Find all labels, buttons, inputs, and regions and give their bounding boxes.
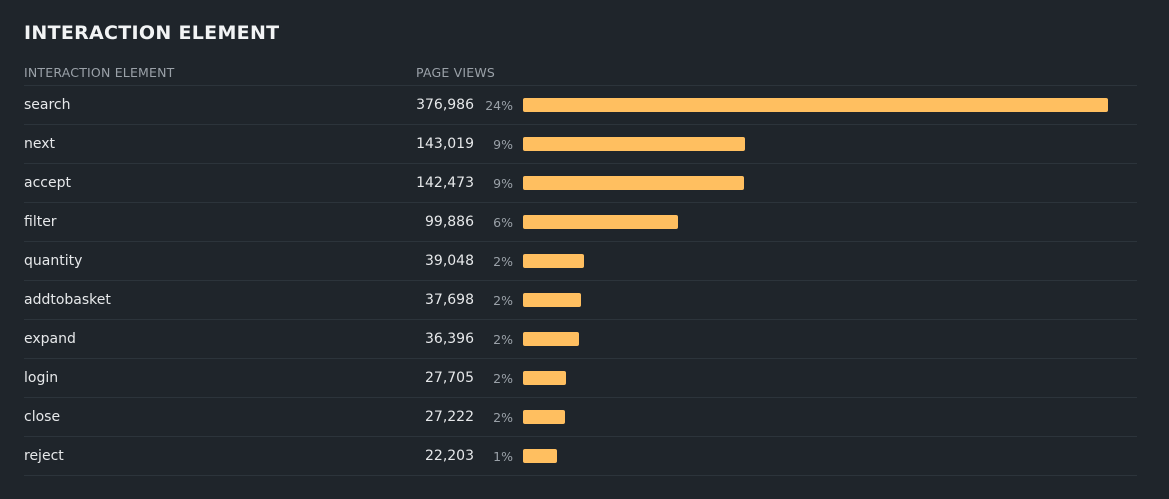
column-header-element: INTERACTION ELEMENT: [24, 65, 175, 80]
row-value: 376,986: [416, 97, 474, 113]
row-label: quantity: [24, 253, 83, 269]
bar: [523, 98, 1108, 112]
table-row: accept 142,473 9%: [24, 164, 1137, 203]
row-label: filter: [24, 214, 57, 230]
row-percent: 2%: [493, 293, 513, 308]
row-percent: 9%: [493, 176, 513, 191]
table-row: close 27,222 2%: [24, 398, 1137, 437]
bar: [523, 332, 580, 346]
row-value: 36,396: [425, 331, 474, 347]
table-row: addtobasket 37,698 2%: [24, 281, 1137, 320]
bar: [523, 449, 558, 463]
table-row: next 143,019 9%: [24, 125, 1137, 164]
bar: [523, 293, 582, 307]
table-row: search 376,986 24%: [24, 86, 1137, 125]
row-percent: 2%: [493, 371, 513, 386]
row-value: 143,019: [416, 136, 474, 152]
bar: [523, 254, 584, 268]
row-value: 99,886: [425, 214, 474, 230]
row-label: addtobasket: [24, 292, 111, 308]
row-label: accept: [24, 175, 71, 191]
chart-title: INTERACTION ELEMENT: [24, 22, 280, 44]
row-percent: 9%: [493, 137, 513, 152]
bar: [523, 410, 566, 424]
row-value: 22,203: [425, 448, 474, 464]
row-percent: 1%: [493, 449, 513, 464]
row-percent: 6%: [493, 215, 513, 230]
table-row: quantity 39,048 2%: [24, 242, 1137, 281]
bar: [523, 215, 678, 229]
row-label: close: [24, 409, 61, 425]
data-table: search 376,986 24% next 143,019 9% accept 142,4…: [24, 85, 1137, 476]
table-row: filter 99,886 6%: [24, 203, 1137, 242]
row-percent: 24%: [485, 98, 513, 113]
row-label: login: [24, 370, 59, 386]
column-header-page-views: PAGE VIEWS: [416, 65, 496, 80]
row-value: 142,473: [416, 175, 474, 191]
bar: [523, 371, 566, 385]
row-value: 27,705: [425, 370, 474, 386]
row-percent: 2%: [493, 332, 513, 347]
table-row: reject 22,203 1%: [24, 437, 1137, 476]
row-percent: 2%: [493, 410, 513, 425]
table-row: expand 36,396 2%: [24, 320, 1137, 359]
bar: [523, 176, 745, 190]
row-label: reject: [24, 448, 64, 464]
row-label: next: [24, 136, 56, 152]
row-label: search: [24, 97, 71, 113]
bar: [523, 137, 745, 151]
table-row: login 27,705 2%: [24, 359, 1137, 398]
row-value: 39,048: [425, 253, 474, 269]
row-value: 27,222: [425, 409, 474, 425]
row-label: expand: [24, 331, 76, 347]
row-value: 37,698: [425, 292, 474, 308]
row-percent: 2%: [493, 254, 513, 269]
